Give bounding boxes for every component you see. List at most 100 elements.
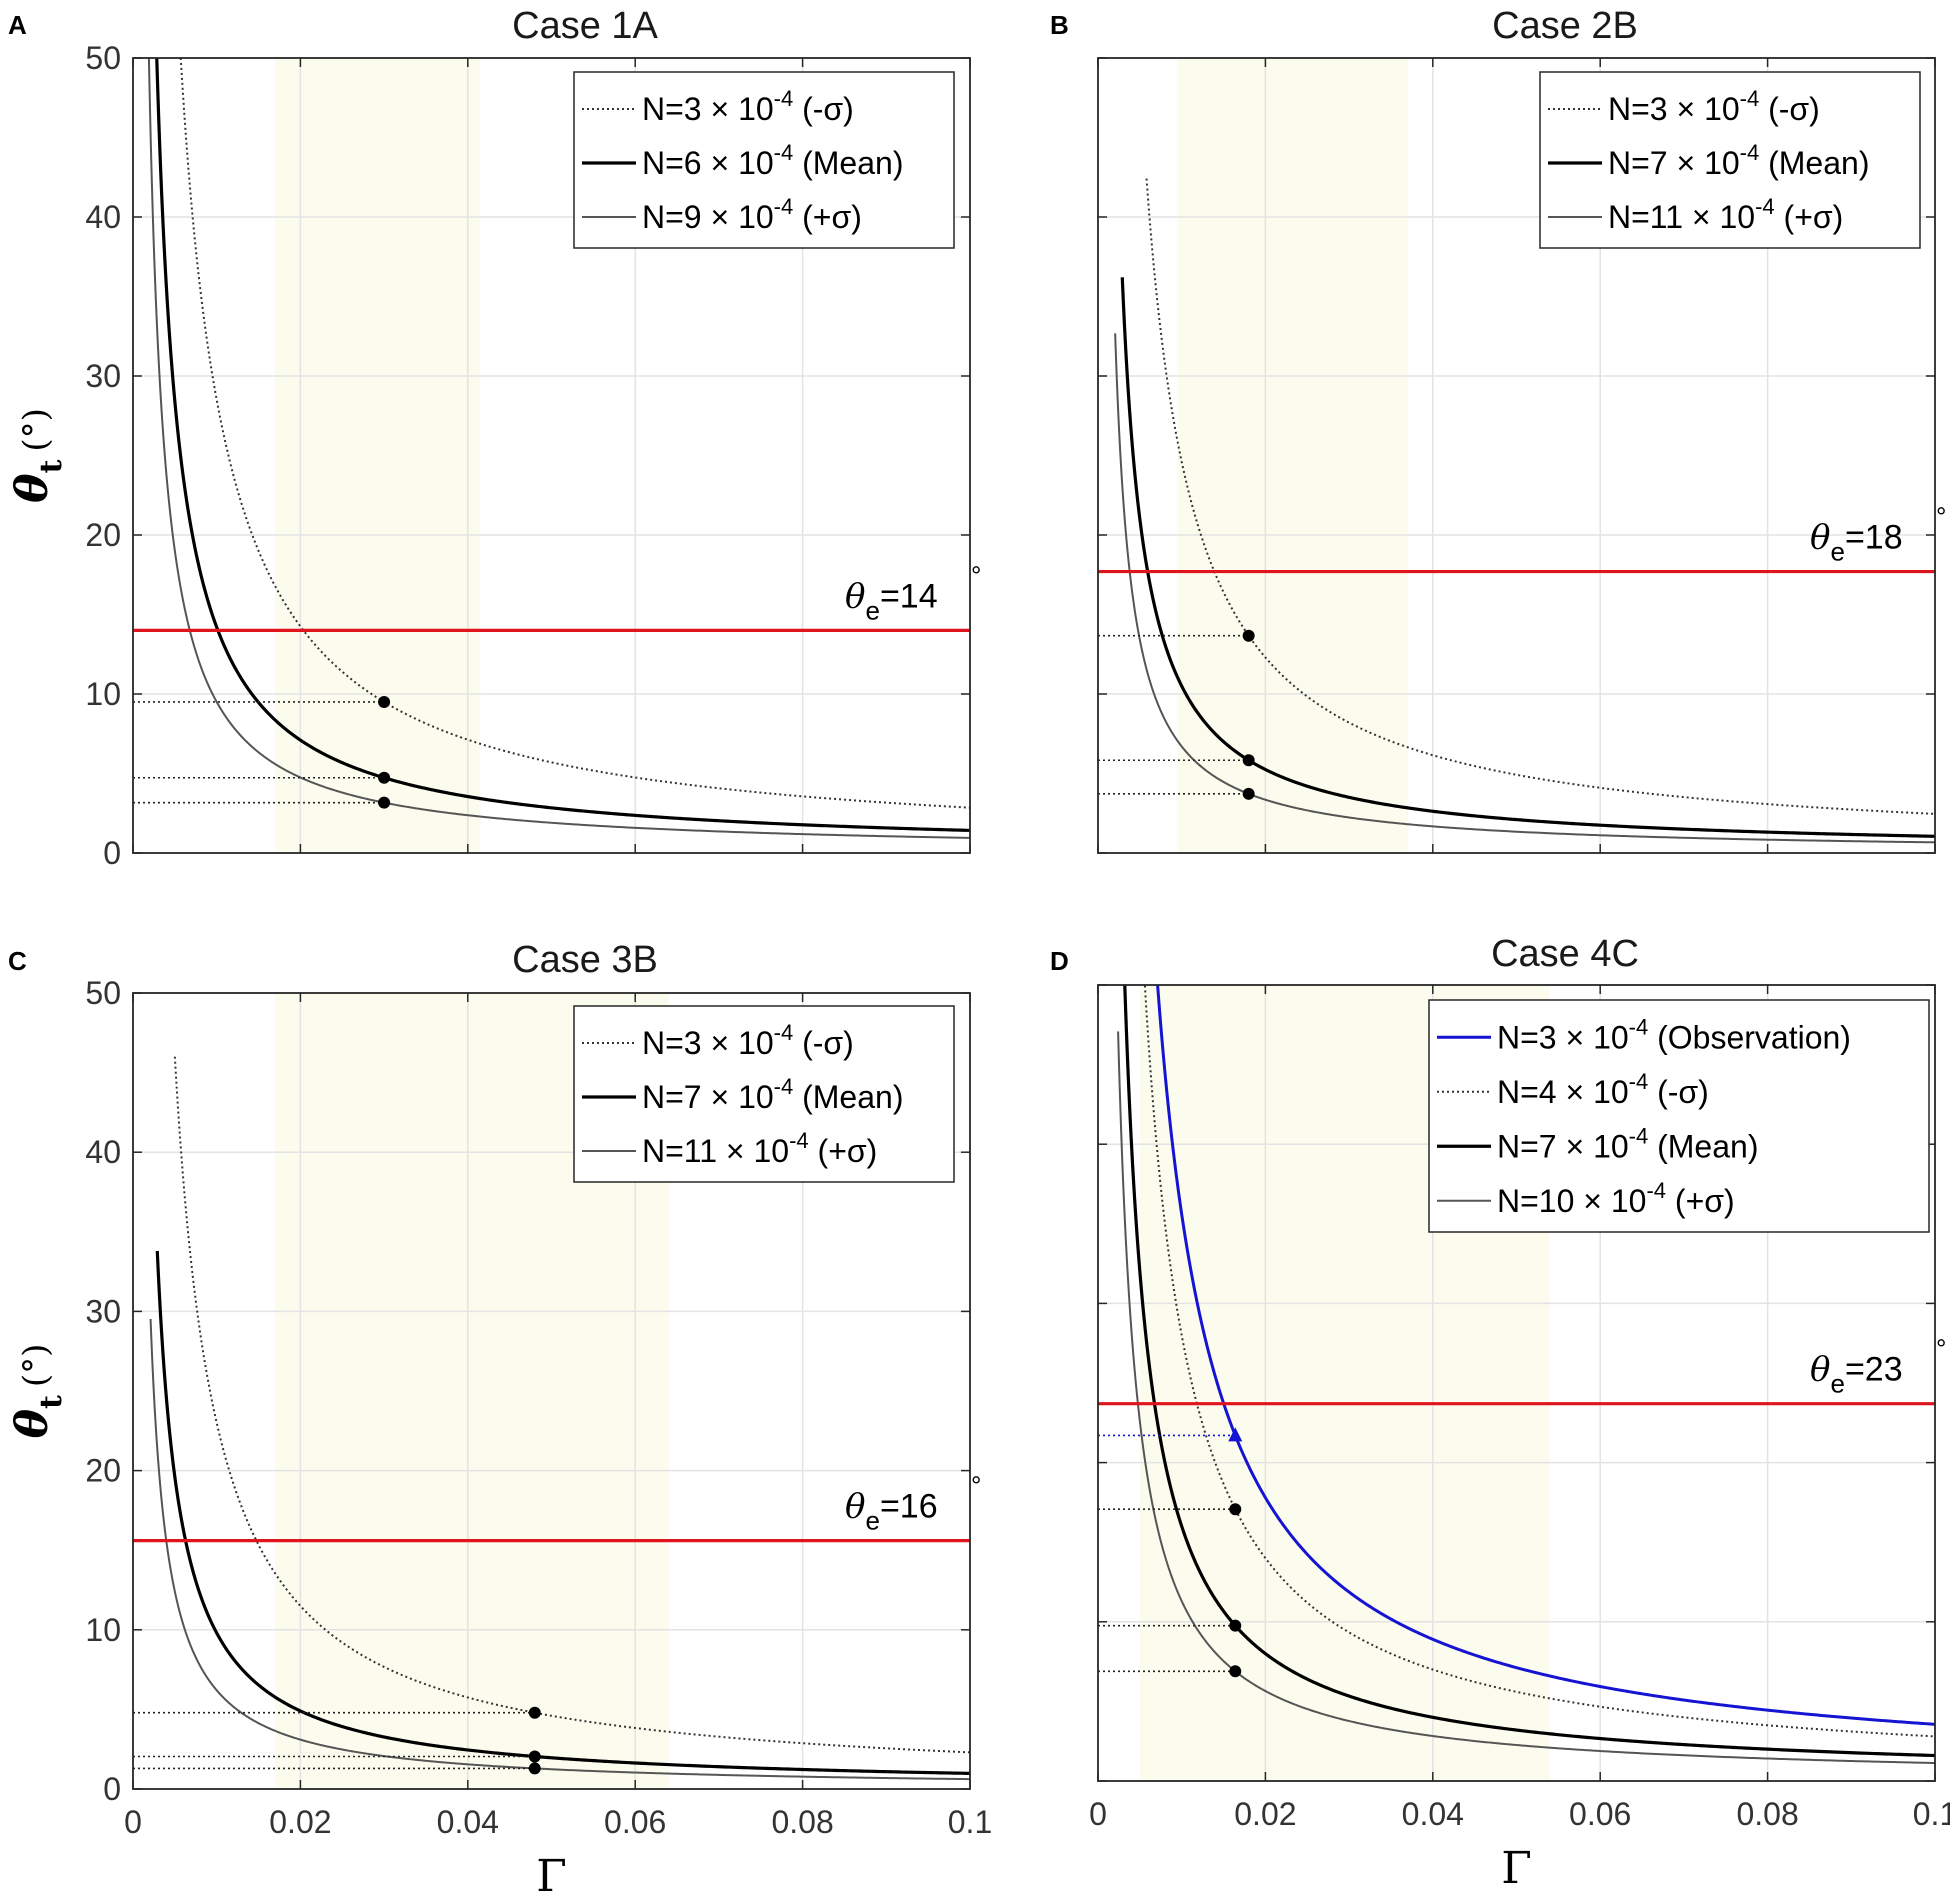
panel-letter: C [8,946,27,976]
data-point-triangle [1228,1427,1243,1442]
data-point [1242,787,1255,800]
series-line [1120,277,1935,838]
axes-box [132,992,971,1790]
panel-A: θe=14 ° 0 10 20 30 40 50 θt(°) Case 1A A N=3 × 10-4… [7,5,981,871]
legend: N=3 × 10-4 (-σ) N=7 × 10-4 (Mean) N=11 × 1… [1539,71,1921,249]
panel-D: θe=23 ° 0 0.02 0.04 0.06 0.08 0.1 Γ Case 4C D N=3 ×… [1050,933,1950,1894]
y-tick-label: 0 [103,1771,121,1807]
legend-label: N=7 × 10-4 (Mean) [1608,140,1869,181]
panel-letter: B [1050,10,1069,40]
series-line [155,58,970,833]
series-line [149,1318,970,1781]
y-tick-label: 30 [85,1293,121,1329]
legend-label: N=6 × 10-4 (Mean) [642,140,903,181]
x-tick-label: 0.02 [269,1804,331,1840]
x-tick-label: 0 [124,1804,142,1840]
threshold-label: θe=14 [845,576,938,625]
panel-title: Case 1A [512,5,658,47]
y-tick-label: 50 [85,40,121,76]
legend-label: N=3 × 10-4 (-σ) [642,86,854,127]
x-tick-label: 0.08 [1736,1796,1798,1832]
legend-label: N=9 × 10-4 (+σ) [642,194,862,235]
x-tick-label: 0.08 [771,1804,833,1840]
legend: N=3 × 10-4 (-σ) N=6 × 10-4 (Mean) N=9 × 10… [573,71,955,249]
data-point [528,1750,541,1763]
panel-C: θe=16 ° 0 0.02 0.04 0.06 0.08 0.1 0 10 20 30 40 50 Γθt… [7,939,992,1897]
panel-title: Case 3B [512,939,658,981]
degree-symbol: ° [1936,1334,1946,1364]
shaded-range [275,58,481,853]
legend-label: N=10 × 10-4 (+σ) [1497,1178,1735,1219]
x-tick-label: 0.1 [1913,1796,1950,1832]
panel-B: θe=18 ° Case 2B B N=3 × 10-4 (-σ) N=7 × 10-4 … [1050,5,1946,854]
data-point [528,1706,541,1719]
legend-box [1539,71,1921,249]
degree-symbol: ° [971,1471,981,1501]
y-tick-label: 10 [85,1612,121,1648]
y-axis-label: θt(°) [7,408,69,503]
legend-box [573,71,955,249]
data-point [1242,754,1255,767]
data-point [1229,1619,1242,1632]
legend-box [573,1005,955,1183]
legend: N=3 × 10-4 (-σ) N=7 × 10-4 (Mean) N=11 × 1… [573,1005,955,1183]
x-tick-label: 0.04 [437,1804,499,1840]
x-tick-label: 0.06 [604,1804,666,1840]
y-tick-label: 10 [85,676,121,712]
legend-label: N=7 × 10-4 (Mean) [1497,1123,1758,1164]
panel-letter: D [1050,946,1069,976]
legend-label: N=7 × 10-4 (Mean) [642,1074,903,1115]
panel-title: Case 4C [1491,933,1639,975]
series-line [1117,1031,1935,1765]
threshold-label: θe=16 [845,1487,938,1536]
series-line [179,58,970,809]
legend-label: N=11 × 10-4 (+σ) [1608,194,1843,235]
y-tick-label: 20 [85,517,121,553]
legend-label: N=3 × 10-4 (-σ) [642,1020,854,1061]
threshold-label: θe=18 [1810,518,1903,567]
y-tick-label: 40 [85,199,121,235]
y-tick-label: 20 [85,1453,121,1489]
legend-label: N=3 × 10-4 (Observation) [1497,1014,1851,1055]
y-tick-label: 40 [85,1134,121,1170]
x-tick-label: 0 [1089,1796,1107,1832]
x-tick-label: 0.06 [1569,1796,1631,1832]
data-point [378,695,391,708]
legend-label: N=3 × 10-4 (-σ) [1608,86,1820,127]
series-line [1156,985,1935,1726]
series-line [155,1250,970,1775]
series-line [1123,985,1935,1758]
legend-label: N=11 × 10-4 (+σ) [642,1128,877,1169]
series-line [173,1056,970,1754]
data-point [1229,1503,1242,1516]
axes-box [132,57,971,854]
x-axis-label: Γ [536,1851,567,1897]
x-tick-label: 0.02 [1234,1796,1296,1832]
threshold-label: θe=23 [1810,1350,1903,1399]
data-point [528,1762,541,1775]
data-point [378,771,391,784]
axes-box [1097,984,1936,1782]
degree-symbol: ° [971,560,981,590]
series-line [147,58,970,839]
series-line [1114,333,1935,844]
legend-box [1428,999,1930,1233]
x-tick-label: 0.1 [948,1804,992,1840]
panel-letter: A [8,10,27,40]
degree-symbol: ° [1936,502,1946,532]
axes-box [1097,57,1936,854]
y-tick-label: 50 [85,975,121,1011]
x-tick-label: 0.04 [1402,1796,1464,1832]
data-point [1229,1665,1242,1678]
data-point [378,796,391,809]
y-axis-label: θt(°) [7,1344,69,1439]
series-line [1143,985,1935,1738]
data-point [1242,629,1255,642]
panel-title: Case 2B [1492,5,1638,47]
x-axis-label: Γ [1501,1843,1532,1894]
y-tick-label: 30 [85,358,121,394]
y-tick-label: 0 [103,835,121,871]
legend: N=3 × 10-4 (Observation) N=4 × 10-4 (-σ) N… [1428,999,1930,1233]
shaded-range [1177,58,1408,853]
